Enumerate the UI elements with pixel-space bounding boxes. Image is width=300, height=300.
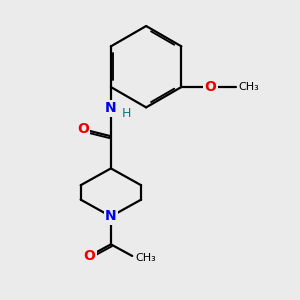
Text: N: N bbox=[105, 209, 117, 224]
Text: H: H bbox=[122, 106, 131, 119]
Text: O: O bbox=[84, 249, 95, 263]
Text: CH₃: CH₃ bbox=[239, 82, 260, 92]
Text: O: O bbox=[205, 80, 216, 94]
Text: N: N bbox=[105, 101, 117, 116]
Text: O: O bbox=[77, 122, 89, 136]
Text: CH₃: CH₃ bbox=[135, 253, 156, 263]
